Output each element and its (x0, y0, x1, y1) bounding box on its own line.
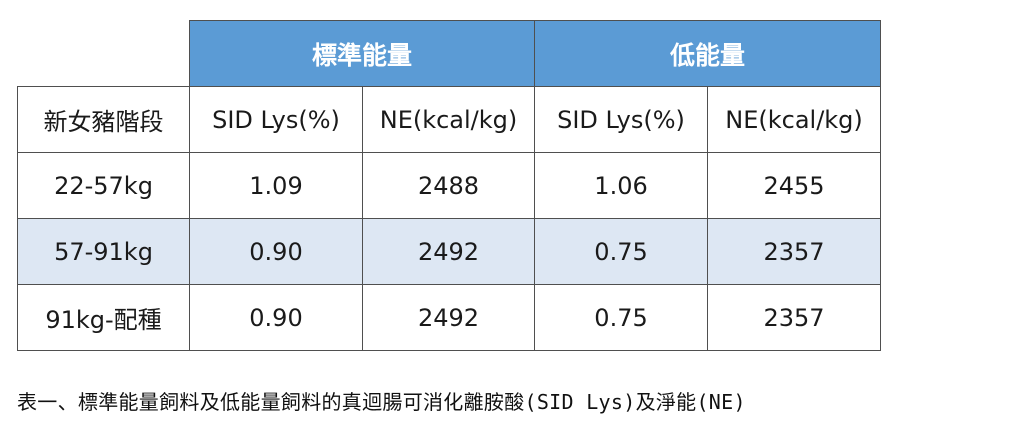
value-cell: 0.75 (534, 284, 709, 351)
value-cell: 1.09 (189, 152, 363, 219)
column-header-ne-low: NE(kcal/kg) (707, 86, 882, 153)
value-cell: 0.90 (189, 284, 363, 351)
column-header-ne-standard: NE(kcal/kg) (361, 86, 536, 153)
stage-cell: 57-91kg (17, 218, 190, 285)
table-row: 22-57kg 1.09 2488 1.06 2455 (17, 152, 882, 219)
group-header-low-energy: 低能量 (534, 20, 882, 87)
stage-cell: 91kg-配種 (17, 284, 190, 351)
group-header-row: 標準能量 低能量 (17, 20, 882, 87)
table-caption: 表一、標準能量飼料及低能量飼料的真迴腸可消化離胺酸(SID Lys)及淨能(NE… (17, 390, 746, 414)
stage-cell: 22-57kg (17, 152, 190, 219)
column-header-sid-lys-low: SID Lys(%) (534, 86, 709, 153)
value-cell: 2357 (707, 284, 882, 351)
value-cell: 2455 (707, 152, 882, 219)
row-header-label: 新女豬階段 (17, 86, 190, 153)
value-cell: 0.90 (189, 218, 363, 285)
column-header-sid-lys-standard: SID Lys(%) (189, 86, 363, 153)
value-cell: 2488 (361, 152, 536, 219)
table-row: 57-91kg 0.90 2492 0.75 2357 (17, 218, 882, 285)
nutrient-table-container: 標準能量 低能量 新女豬階段 SID Lys(%) NE(kcal/kg) SI… (17, 20, 882, 351)
table-row: 91kg-配種 0.90 2492 0.75 2357 (17, 284, 882, 351)
nutrient-table: 標準能量 低能量 新女豬階段 SID Lys(%) NE(kcal/kg) SI… (17, 20, 882, 351)
value-cell: 1.06 (534, 152, 709, 219)
column-header-row: 新女豬階段 SID Lys(%) NE(kcal/kg) SID Lys(%) … (17, 86, 882, 153)
value-cell: 2357 (707, 218, 882, 285)
value-cell: 0.75 (534, 218, 709, 285)
blank-corner-cell (17, 20, 190, 87)
value-cell: 2492 (361, 284, 536, 351)
group-header-standard-energy: 標準能量 (188, 20, 536, 87)
value-cell: 2492 (361, 218, 536, 285)
